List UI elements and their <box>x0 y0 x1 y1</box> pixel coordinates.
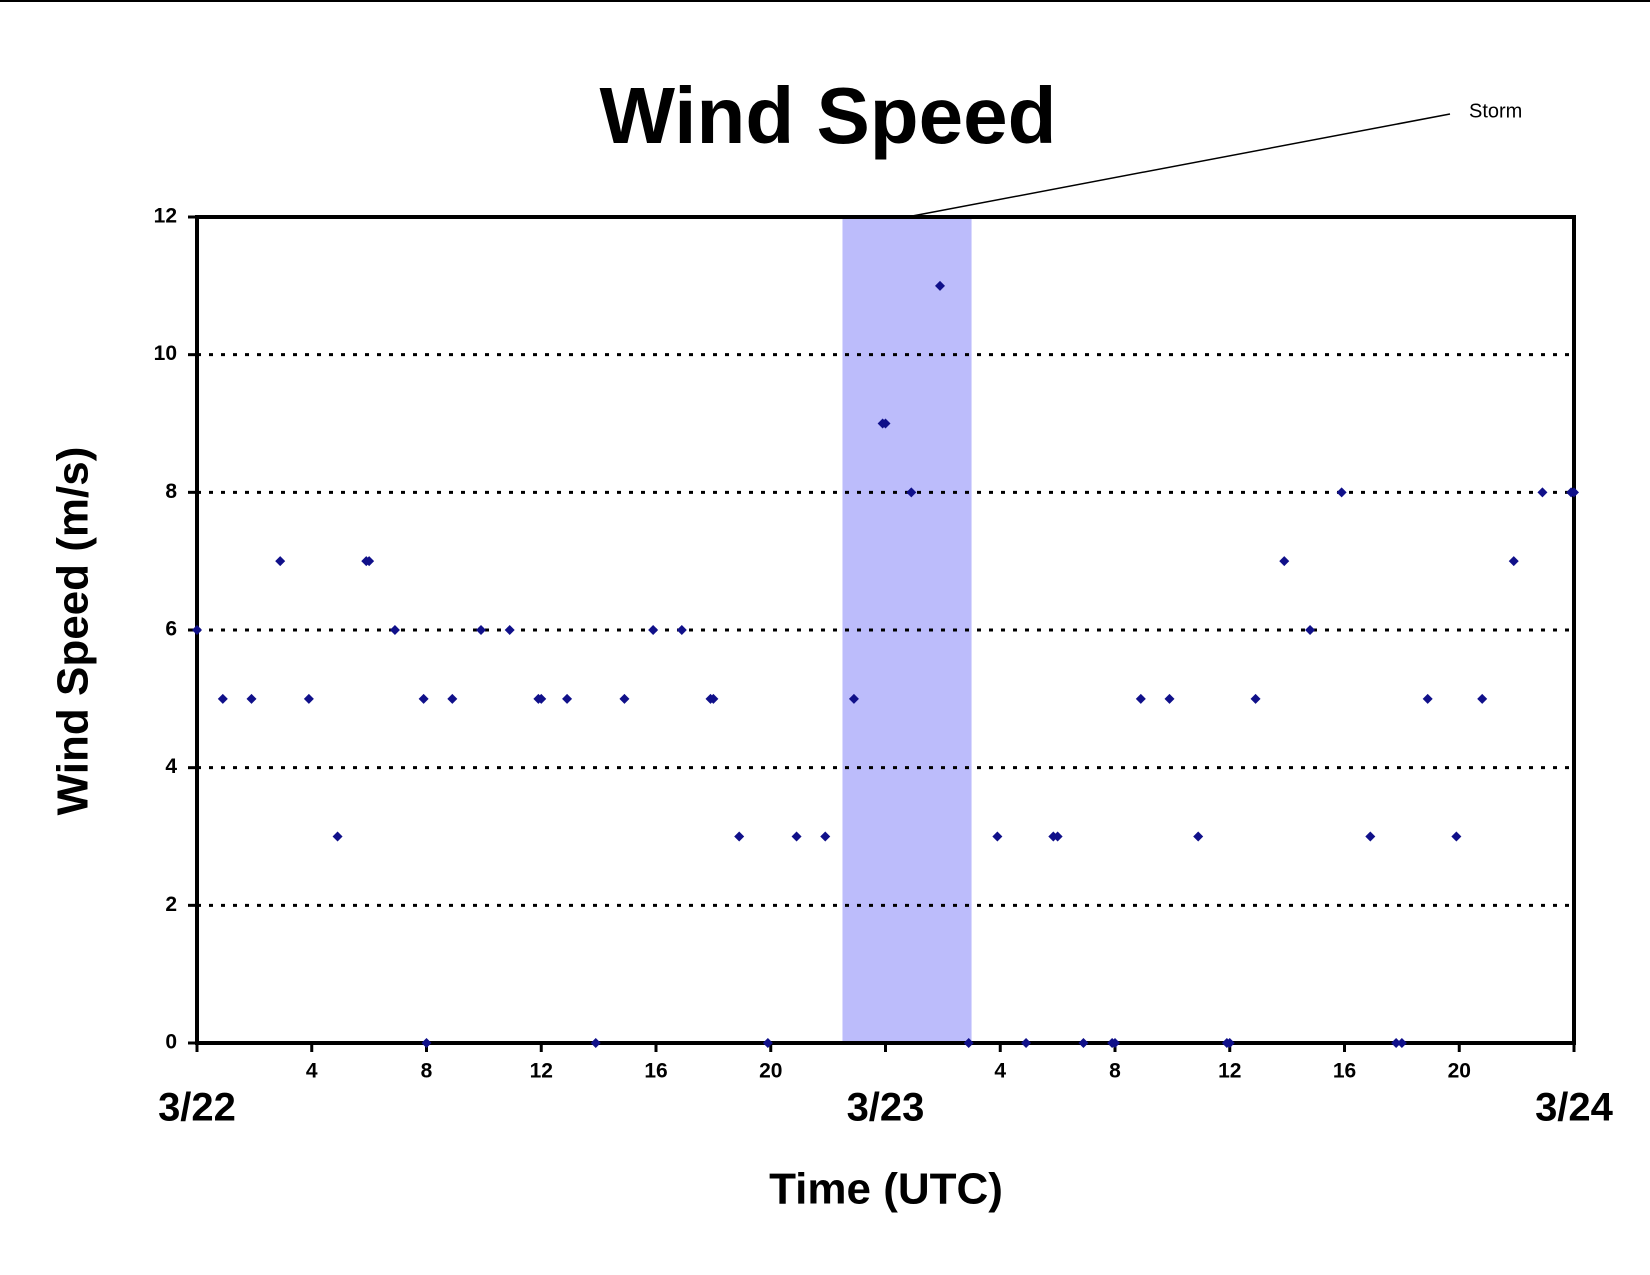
point <box>389 625 400 635</box>
x-tick-label: 8 <box>421 1060 433 1083</box>
y-tick-label: 4 <box>165 755 177 778</box>
point <box>364 556 375 567</box>
point <box>1537 487 1548 498</box>
y-tick-label: 12 <box>154 205 177 228</box>
point <box>1365 831 1376 842</box>
point <box>791 831 802 842</box>
x-tick-label: 12 <box>1218 1060 1241 1083</box>
x-tick-label: 16 <box>644 1060 667 1083</box>
y-tick-label: 6 <box>165 618 177 641</box>
point <box>1224 1038 1235 1048</box>
point <box>1164 693 1175 704</box>
point <box>246 693 257 704</box>
point <box>536 693 547 704</box>
point <box>303 693 314 704</box>
y-tick-label: 0 <box>165 1031 177 1054</box>
date-label: 3/23 <box>847 1086 925 1130</box>
point <box>421 1038 432 1048</box>
point <box>192 625 202 635</box>
y-axis-title: Wind Speed (m/s) <box>49 447 98 816</box>
point <box>1021 1038 1032 1048</box>
x-tick-label: 12 <box>530 1060 553 1083</box>
point <box>648 625 659 635</box>
point <box>676 625 687 635</box>
x-axis-title: Time (UTC) <box>769 1165 1003 1214</box>
point <box>1279 556 1290 567</box>
annotation-line <box>906 113 1451 218</box>
point <box>619 693 630 704</box>
date-label: 3/22 <box>158 1086 236 1130</box>
y-tick-label: 2 <box>165 893 177 916</box>
point <box>820 831 831 842</box>
point <box>1396 1038 1407 1048</box>
x-tick-label: 8 <box>1109 1060 1121 1083</box>
point <box>1052 831 1063 842</box>
point <box>275 556 286 567</box>
y-tick-label: 10 <box>154 342 177 365</box>
point <box>332 831 343 842</box>
point <box>906 487 917 498</box>
point <box>1569 487 1579 498</box>
point <box>1305 625 1316 635</box>
point <box>963 1038 974 1048</box>
point <box>1078 1038 1089 1048</box>
point <box>734 831 745 842</box>
point <box>1250 693 1261 704</box>
x-tick-label: 20 <box>759 1060 782 1083</box>
x-tick-label: 4 <box>994 1060 1006 1083</box>
point <box>1391 1038 1402 1048</box>
point <box>476 625 487 635</box>
y-tick-label: 8 <box>165 480 177 503</box>
x-tick-label: 20 <box>1448 1060 1471 1083</box>
point <box>935 280 946 291</box>
point <box>447 693 458 704</box>
point <box>1110 1038 1120 1048</box>
point <box>1336 487 1347 498</box>
x-tick-label: 16 <box>1333 1060 1356 1083</box>
point <box>504 625 515 635</box>
point <box>848 693 859 704</box>
date-label: 3/24 <box>1535 1086 1614 1130</box>
point <box>562 693 573 704</box>
point <box>880 418 891 429</box>
point <box>1135 693 1146 704</box>
point <box>1508 556 1519 567</box>
point <box>992 831 1003 842</box>
chart-title: Wind Speed <box>599 71 1056 160</box>
point <box>708 693 719 704</box>
point <box>1422 693 1433 704</box>
point <box>217 693 228 704</box>
point <box>590 1038 601 1048</box>
point <box>1193 831 1204 842</box>
annotation-text: Storm <box>1469 100 1522 122</box>
point <box>762 1038 773 1048</box>
point <box>1451 831 1462 842</box>
point <box>1477 693 1488 704</box>
point <box>418 693 429 704</box>
x-tick-label: 4 <box>306 1060 318 1083</box>
